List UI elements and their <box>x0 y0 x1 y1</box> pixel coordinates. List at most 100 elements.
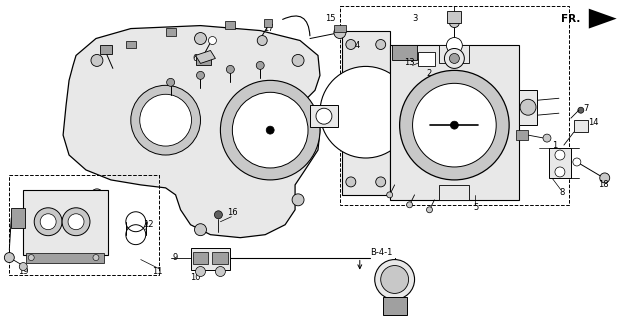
Bar <box>225 20 235 28</box>
Bar <box>195 55 212 65</box>
Circle shape <box>413 83 496 167</box>
Circle shape <box>407 202 413 208</box>
Circle shape <box>93 255 99 260</box>
Bar <box>100 44 112 54</box>
Circle shape <box>91 189 103 201</box>
Text: 4: 4 <box>354 41 359 50</box>
Bar <box>340 6 569 205</box>
Circle shape <box>450 121 458 129</box>
Bar <box>439 185 470 200</box>
Text: 14: 14 <box>588 118 599 127</box>
Text: 6: 6 <box>193 54 198 63</box>
Text: 13: 13 <box>404 58 415 67</box>
Bar <box>439 45 470 63</box>
Circle shape <box>426 207 433 213</box>
Circle shape <box>543 134 551 142</box>
Bar <box>190 248 230 269</box>
Bar <box>418 52 436 67</box>
Circle shape <box>68 214 84 230</box>
Circle shape <box>40 214 56 230</box>
Text: 7: 7 <box>583 104 588 113</box>
Bar <box>26 252 104 262</box>
Circle shape <box>167 78 175 86</box>
Text: 1: 1 <box>552 140 558 149</box>
Circle shape <box>266 126 274 134</box>
Text: 10: 10 <box>190 273 201 282</box>
Circle shape <box>520 99 536 115</box>
Bar <box>126 41 136 49</box>
Circle shape <box>195 267 205 276</box>
Bar <box>382 297 407 315</box>
Circle shape <box>140 94 192 146</box>
Circle shape <box>376 177 386 187</box>
Text: 5: 5 <box>474 203 479 212</box>
Text: 19: 19 <box>18 267 29 276</box>
Bar <box>11 208 25 228</box>
Text: 2: 2 <box>427 69 432 78</box>
Circle shape <box>227 65 234 73</box>
Circle shape <box>376 40 386 50</box>
Text: 17: 17 <box>263 24 274 33</box>
Polygon shape <box>63 26 320 238</box>
Circle shape <box>34 208 62 236</box>
Bar <box>519 90 537 125</box>
Text: B-4-1: B-4-1 <box>370 248 392 257</box>
Bar <box>334 25 346 32</box>
Circle shape <box>215 267 225 276</box>
Circle shape <box>449 18 459 28</box>
Polygon shape <box>342 31 389 195</box>
Circle shape <box>387 192 393 198</box>
Text: 18: 18 <box>598 180 609 189</box>
Circle shape <box>600 173 610 183</box>
Circle shape <box>577 122 585 130</box>
Circle shape <box>446 37 463 53</box>
Circle shape <box>4 252 14 262</box>
Bar <box>448 11 461 23</box>
Bar <box>549 148 571 178</box>
Circle shape <box>573 158 581 166</box>
Text: 12: 12 <box>143 220 154 229</box>
Text: 15: 15 <box>325 14 335 23</box>
Circle shape <box>232 92 308 168</box>
Circle shape <box>220 80 320 180</box>
Bar <box>9 175 158 275</box>
Circle shape <box>292 194 304 206</box>
Polygon shape <box>195 51 215 63</box>
Circle shape <box>334 27 346 38</box>
Circle shape <box>195 224 207 236</box>
Text: 9: 9 <box>173 253 178 262</box>
Circle shape <box>578 107 584 113</box>
Bar <box>310 105 338 127</box>
Bar <box>23 190 108 255</box>
Circle shape <box>215 211 222 219</box>
Circle shape <box>292 54 304 67</box>
Bar <box>166 28 176 36</box>
Circle shape <box>555 150 565 160</box>
Circle shape <box>375 260 414 300</box>
Circle shape <box>320 67 411 158</box>
Circle shape <box>62 208 90 236</box>
Circle shape <box>555 167 565 177</box>
Bar <box>264 19 272 27</box>
Circle shape <box>208 36 217 44</box>
Text: 11: 11 <box>152 267 163 276</box>
Circle shape <box>19 262 28 270</box>
Text: FR.: FR. <box>562 14 581 24</box>
Circle shape <box>197 71 205 79</box>
Text: 8: 8 <box>559 188 565 197</box>
Circle shape <box>195 33 207 44</box>
Circle shape <box>91 54 103 67</box>
Circle shape <box>316 108 332 124</box>
Circle shape <box>256 61 264 69</box>
Circle shape <box>28 255 34 260</box>
Circle shape <box>346 40 356 50</box>
Circle shape <box>346 177 356 187</box>
Text: 16: 16 <box>227 208 238 217</box>
Circle shape <box>449 53 459 63</box>
Circle shape <box>131 85 200 155</box>
Circle shape <box>399 70 509 180</box>
Bar <box>193 252 208 264</box>
Circle shape <box>257 36 267 45</box>
Circle shape <box>444 49 464 68</box>
Bar <box>392 45 416 60</box>
